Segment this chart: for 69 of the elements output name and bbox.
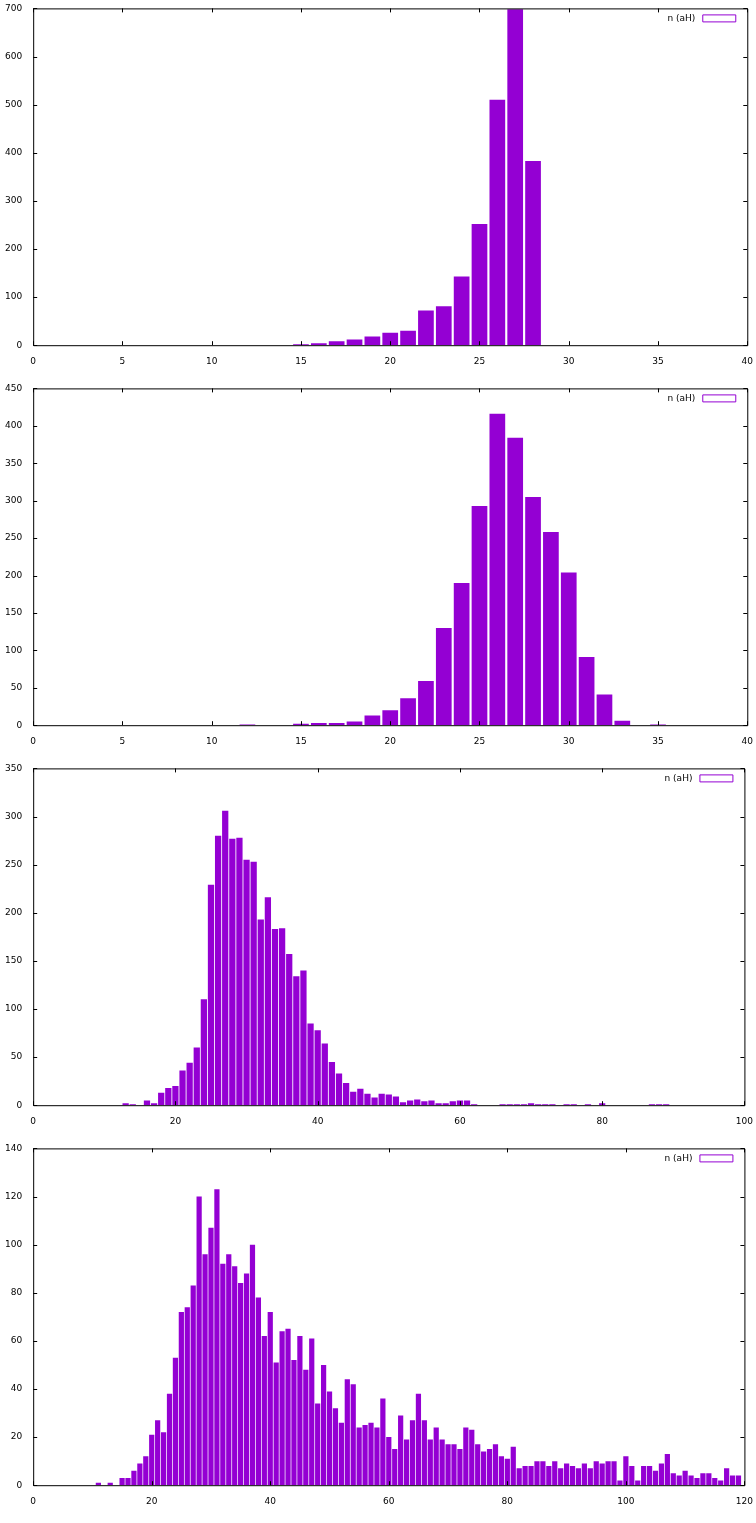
y-tick-label: 350 bbox=[4, 762, 23, 773]
x-tick-label: 40 bbox=[311, 1115, 324, 1126]
x-tick-label: 100 bbox=[735, 1115, 754, 1126]
legend-label: n (aH) bbox=[667, 12, 696, 23]
x-tick-label: 120 bbox=[735, 1495, 754, 1506]
x-tick-label: 5 bbox=[119, 355, 126, 366]
y-tick-label: 150 bbox=[4, 955, 23, 966]
x-tick-label: 40 bbox=[264, 1495, 277, 1506]
x-tick-label: 20 bbox=[145, 1495, 158, 1506]
x-tick-label: 30 bbox=[563, 355, 575, 366]
x-tick-label: 40 bbox=[741, 735, 754, 746]
x-tick-label: 10 bbox=[205, 355, 218, 366]
y-tick-label: 200 bbox=[4, 243, 23, 254]
y-tick-label: 300 bbox=[4, 810, 23, 821]
y-tick-label: 600 bbox=[4, 50, 23, 61]
y-tick-label: 350 bbox=[4, 457, 23, 468]
y-tick-label: 700 bbox=[4, 2, 23, 13]
y-tick-label: 40 bbox=[10, 1383, 23, 1394]
y-tick-label: 50 bbox=[10, 1051, 23, 1062]
x-tick-label: 0 bbox=[30, 1115, 37, 1126]
legend-label: n (aH) bbox=[664, 772, 693, 783]
y-tick-label: 100 bbox=[4, 1238, 23, 1249]
x-tick-label: 15 bbox=[295, 735, 307, 746]
x-tick-label: 100 bbox=[617, 1495, 635, 1506]
x-tick-label: 80 bbox=[596, 1115, 609, 1126]
y-tick-label: 120 bbox=[4, 1190, 23, 1201]
x-tick-label: 60 bbox=[383, 1495, 395, 1506]
x-tick-label: 0 bbox=[30, 355, 37, 366]
y-tick-label: 0 bbox=[16, 719, 23, 730]
x-tick-label: 10 bbox=[205, 735, 218, 746]
x-tick-label: 40 bbox=[741, 355, 754, 366]
x-tick-label: 35 bbox=[652, 735, 664, 746]
y-tick-label: 400 bbox=[4, 420, 23, 431]
x-tick-label: 20 bbox=[384, 355, 397, 366]
x-tick-label: 20 bbox=[169, 1115, 182, 1126]
x-tick-label: 60 bbox=[454, 1115, 466, 1126]
y-tick-label: 100 bbox=[4, 1003, 23, 1014]
y-tick-label: 450 bbox=[4, 382, 23, 393]
x-tick-label: 25 bbox=[473, 355, 486, 366]
y-tick-label: 400 bbox=[4, 147, 23, 158]
x-tick-label: 20 bbox=[384, 735, 397, 746]
x-tick-label: 30 bbox=[563, 735, 575, 746]
y-tick-label: 200 bbox=[4, 569, 23, 580]
legend-label: n (aH) bbox=[667, 392, 696, 403]
y-tick-label: 250 bbox=[4, 858, 23, 869]
x-tick-label: 25 bbox=[473, 735, 486, 746]
y-tick-label: 20 bbox=[10, 1431, 23, 1442]
y-tick-label: 300 bbox=[4, 195, 23, 206]
x-tick-label: 15 bbox=[295, 355, 307, 366]
y-tick-label: 0 bbox=[16, 1479, 23, 1490]
legend-label: n (aH) bbox=[664, 1152, 693, 1163]
y-tick-label: 100 bbox=[4, 644, 23, 655]
x-tick-label: 35 bbox=[652, 355, 664, 366]
y-tick-label: 250 bbox=[4, 532, 23, 543]
x-tick-label: 80 bbox=[501, 1495, 514, 1506]
y-tick-label: 300 bbox=[4, 495, 23, 506]
x-tick-label: 5 bbox=[119, 735, 126, 746]
y-tick-label: 80 bbox=[10, 1287, 23, 1298]
y-tick-label: 0 bbox=[16, 1099, 23, 1110]
y-tick-label: 500 bbox=[4, 98, 23, 109]
x-tick-label: 0 bbox=[30, 1495, 37, 1506]
y-tick-label: 140 bbox=[4, 1142, 23, 1153]
x-tick-label: 0 bbox=[30, 735, 37, 746]
y-tick-label: 200 bbox=[4, 907, 23, 918]
y-tick-label: 60 bbox=[10, 1335, 23, 1346]
y-tick-label: 100 bbox=[4, 291, 23, 302]
y-tick-label: 0 bbox=[16, 339, 23, 350]
y-tick-label: 150 bbox=[4, 607, 23, 618]
y-tick-label: 50 bbox=[10, 682, 23, 693]
